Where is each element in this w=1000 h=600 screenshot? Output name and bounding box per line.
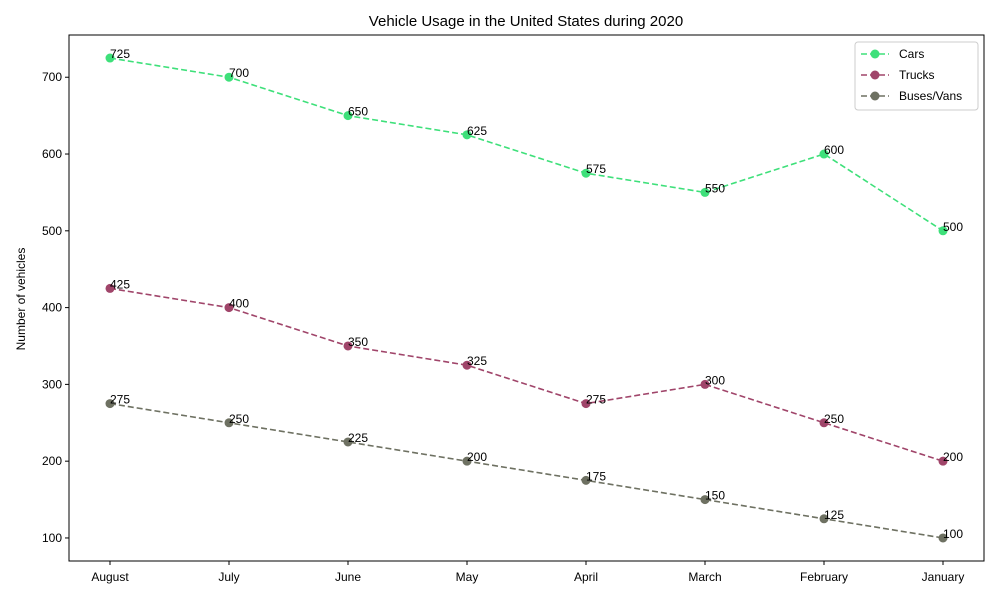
data-point: [343, 111, 353, 121]
data-point: [938, 456, 948, 466]
y-tick-label: 100: [42, 531, 62, 545]
x-tick-label: January: [922, 570, 965, 584]
data-point: [819, 149, 829, 159]
data-point: [105, 53, 115, 63]
series-cars: 725 700 650 625 575 550 600 500: [105, 47, 963, 236]
data-point: [938, 226, 948, 236]
x-tick-label: March: [688, 570, 721, 584]
data-label: 200: [467, 450, 487, 464]
data-label: 650: [348, 105, 368, 119]
legend-label: Buses/Vans: [899, 89, 962, 103]
data-label: 725: [110, 47, 130, 61]
data-label: 150: [705, 489, 725, 503]
legend-marker: [870, 70, 880, 80]
chart-title: Vehicle Usage in the United States durin…: [369, 13, 683, 30]
data-point: [462, 130, 472, 140]
data-label: 250: [824, 412, 844, 426]
data-label: 700: [229, 66, 249, 80]
data-label: 200: [943, 450, 963, 464]
series-trucks: 425 400 350 325 275 300 250 200: [105, 277, 963, 466]
data-point: [224, 418, 234, 428]
data-label: 275: [110, 393, 130, 407]
series-line: [109, 402, 944, 539]
legend-marker: [870, 91, 880, 101]
axis-ticks: August July June May April March February Janua…: [42, 70, 964, 584]
series-buses-vans: 275 250 225 200 175 150 125 100: [105, 393, 963, 543]
legend-item: Cars: [861, 47, 924, 61]
legend-marker: [870, 49, 880, 59]
data-label: 325: [467, 354, 487, 368]
data-point: [343, 341, 353, 351]
legend-label: Cars: [899, 47, 924, 61]
data-label: 100: [943, 527, 963, 541]
y-tick-label: 300: [42, 377, 62, 391]
legend-frame: [854, 41, 979, 111]
data-point: [224, 303, 234, 313]
data-point: [581, 475, 591, 485]
data-label: 400: [229, 297, 249, 311]
series-line: [109, 57, 944, 232]
data-point: [819, 514, 829, 524]
legend-item: Trucks: [861, 68, 935, 82]
x-tick-label: July: [218, 570, 239, 584]
data-label: 175: [586, 469, 606, 483]
data-label: 500: [943, 220, 963, 234]
data-point: [105, 399, 115, 409]
legend: Cars Trucks Buses/Vans: [854, 41, 979, 111]
data-label: 300: [705, 373, 725, 387]
data-point: [224, 72, 234, 82]
x-tick-label: May: [456, 570, 479, 584]
data-point: [700, 379, 710, 389]
data-label: 250: [229, 412, 249, 426]
legend-label: Trucks: [899, 68, 935, 82]
data-label: 275: [586, 393, 606, 407]
data-point: [819, 418, 829, 428]
data-point: [581, 168, 591, 178]
data-point: [700, 187, 710, 197]
x-tick-label: June: [335, 570, 361, 584]
y-tick-label: 500: [42, 224, 62, 238]
data-point: [938, 533, 948, 543]
y-tick-label: 700: [42, 70, 62, 84]
y-tick-label: 200: [42, 454, 62, 468]
data-label: 225: [348, 431, 368, 445]
data-point: [700, 495, 710, 505]
data-point: [105, 283, 115, 293]
series-layer: 725 700 650 625 575 550 600 500 425 400 350 325 275 3…: [105, 47, 963, 543]
data-label: 550: [705, 181, 725, 195]
data-label: 350: [348, 335, 368, 349]
data-point: [343, 437, 353, 447]
data-label: 575: [586, 162, 606, 176]
series-line: [109, 287, 944, 462]
x-tick-label: August: [91, 570, 129, 584]
data-label: 625: [467, 124, 487, 138]
data-label: 125: [824, 508, 844, 522]
y-axis-label: Number of vehicles: [14, 248, 28, 351]
y-tick-label: 600: [42, 147, 62, 161]
data-point: [462, 360, 472, 370]
data-point: [581, 399, 591, 409]
data-label: 600: [824, 143, 844, 157]
x-tick-label: February: [800, 570, 848, 584]
data-label: 425: [110, 277, 130, 291]
legend-item: Buses/Vans: [861, 89, 962, 103]
y-tick-label: 400: [42, 301, 62, 315]
x-tick-label: April: [574, 570, 598, 584]
data-point: [462, 456, 472, 466]
plot-frame: [68, 34, 985, 562]
